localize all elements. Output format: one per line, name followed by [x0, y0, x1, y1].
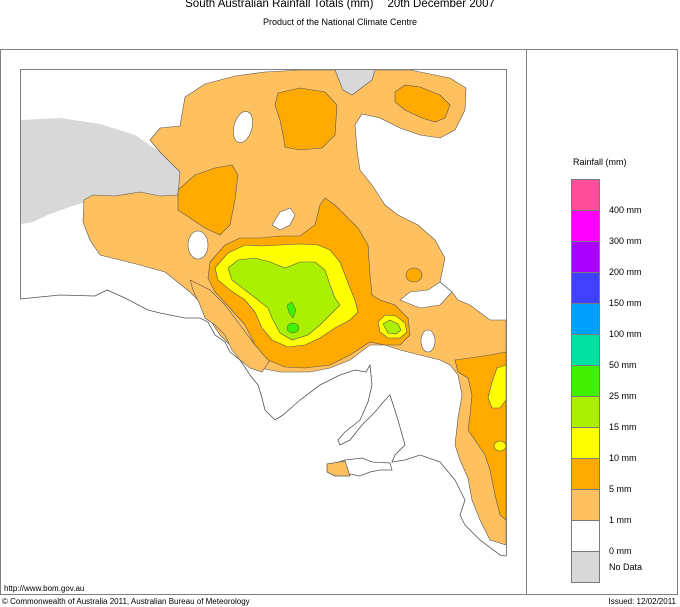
legend-swatch [571, 334, 600, 365]
map-title: South Australian Rainfall Totals (mm) 20t… [0, 0, 680, 10]
legend-swatch [571, 241, 600, 272]
rain-15-25mm-central [227, 257, 341, 341]
legend-label: 1 mm [609, 515, 632, 525]
rainfall-map [19, 69, 507, 557]
legend-label: 5 mm [609, 484, 632, 494]
rain-5-10mm-north [274, 87, 338, 151]
legend-label: 400 mm [609, 205, 642, 215]
legend-label: 100 mm [609, 329, 642, 339]
map-border [20, 69, 507, 556]
legend-label: 200 mm [609, 267, 642, 277]
legend-label: 10 mm [609, 453, 637, 463]
coastline [19, 289, 507, 557]
rain-25-50mm-spot-2 [286, 322, 300, 334]
kangaroo-island-west [326, 460, 351, 477]
legend-swatch [571, 365, 600, 396]
rain-5-10mm-northeast [394, 84, 451, 123]
no-data-region-west [21, 118, 180, 224]
legend-swatch [571, 179, 600, 210]
rain-5-10mm-west [177, 164, 239, 236]
copyright-text: © Commonwealth of Australia 2011, Austra… [2, 597, 250, 606]
legend-label: 0 mm [609, 546, 632, 556]
legend-swatch [571, 396, 600, 427]
legend-title: Rainfall (mm) [573, 157, 627, 167]
legend-label: 15 mm [609, 422, 637, 432]
outer-frame [0, 49, 678, 595]
source-url[interactable]: http://www.bom.gov.au [4, 584, 85, 593]
issued-date: Issued: 12/02/2011 [608, 597, 676, 606]
dry-area-east [399, 281, 453, 309]
rain-25-50mm-spot-1 [286, 301, 297, 319]
legend-label: 50 mm [609, 360, 637, 370]
legend-label: 25 mm [609, 391, 637, 401]
legend-swatch [571, 458, 600, 489]
legend-swatch [571, 210, 600, 241]
dry-hole-1 [233, 111, 253, 143]
legend-colorbar [571, 179, 600, 583]
legend-label: 300 mm [609, 236, 642, 246]
title-date: 20th December 2007 [387, 0, 495, 10]
legend-label: No Data [609, 562, 643, 572]
legend-swatch [571, 551, 600, 583]
legend-swatch [571, 427, 600, 458]
rain-10-15mm-east-small [493, 440, 507, 452]
legend-label: 150 mm [609, 298, 642, 308]
map-subtitle: Product of the National Climate Centre [262, 17, 418, 27]
rain-1-5mm-coast [189, 279, 271, 373]
rain-5-10mm-small [405, 267, 423, 283]
rain-15-25mm-spot [382, 319, 402, 335]
legend-swatch [571, 520, 600, 551]
legend-divider [526, 49, 527, 595]
legend-swatch [571, 489, 600, 520]
title-text: South Australian Rainfall Totals (mm) [185, 0, 374, 10]
legend-swatch [571, 272, 600, 303]
legend-swatch [571, 303, 600, 334]
dry-hole-3 [271, 207, 296, 231]
dry-hole-2 [187, 230, 209, 260]
no-data-region-north [335, 70, 375, 95]
dry-hole-4 [420, 329, 436, 353]
